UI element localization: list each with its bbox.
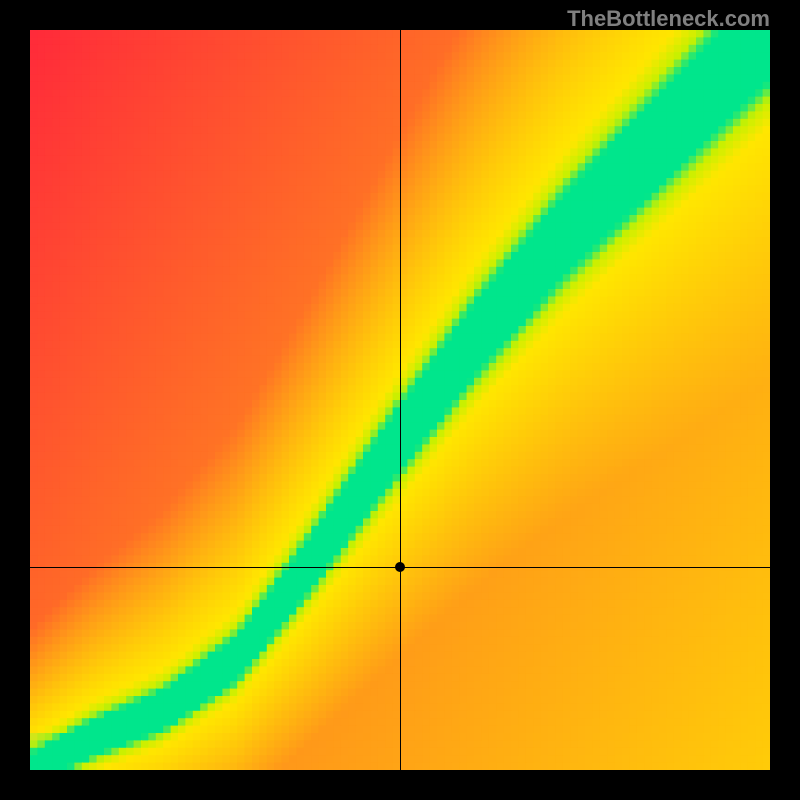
crosshair-vertical [400, 30, 401, 770]
plot-area [30, 30, 770, 770]
chart-container: TheBottleneck.com [0, 0, 800, 800]
marker-dot [395, 562, 405, 572]
watermark-text: TheBottleneck.com [567, 6, 770, 32]
